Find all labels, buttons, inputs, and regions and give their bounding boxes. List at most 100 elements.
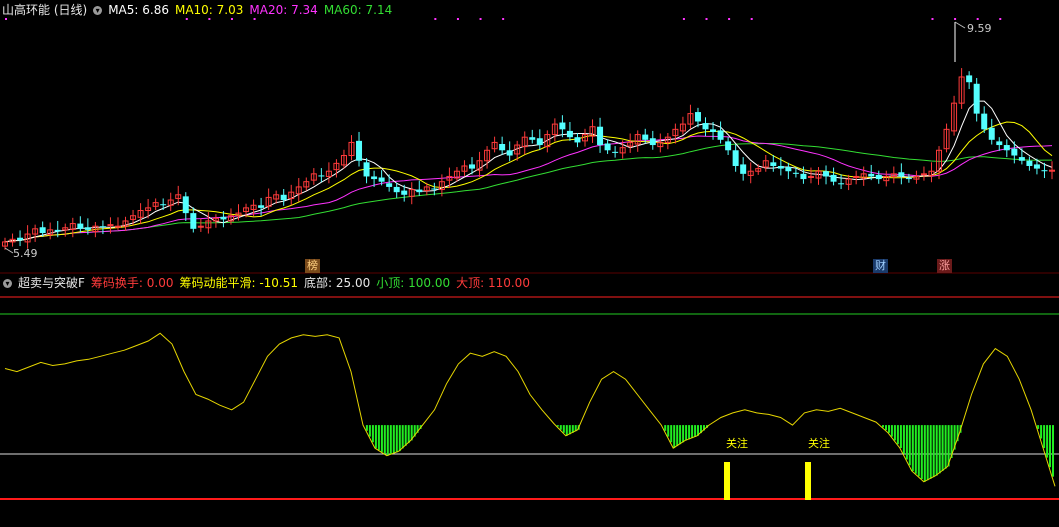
oversold-bar — [377, 425, 380, 450]
candle — [446, 167, 453, 188]
event-dot — [456, 18, 459, 20]
oversold-bar — [890, 425, 893, 437]
candle — [386, 174, 393, 192]
candle — [197, 218, 204, 232]
candle — [581, 128, 588, 147]
candle — [99, 220, 106, 235]
event-dot — [682, 18, 685, 20]
marker-list[interactable]: 榜 — [305, 259, 320, 273]
marker-finance[interactable]: 财 — [873, 259, 888, 273]
oversold-bar — [395, 425, 398, 453]
oversold-bar — [398, 425, 401, 452]
candle — [679, 116, 686, 135]
candle — [461, 160, 468, 176]
small-top-value: 小顶: 100.00 — [376, 276, 451, 290]
candle — [484, 146, 491, 169]
oversold-bar — [404, 425, 407, 446]
candle — [152, 198, 159, 210]
marker-rise[interactable]: 涨 — [937, 259, 952, 273]
candle — [145, 198, 152, 219]
momentum-line — [4, 332, 1056, 487]
oversold-bar — [574, 425, 577, 432]
oversold-bar — [1052, 425, 1054, 477]
candle — [672, 123, 679, 144]
chevron-down-icon[interactable]: ▾ — [93, 6, 103, 15]
bottom-level-value: 底部: 25.00 — [304, 276, 371, 290]
oversold-bar — [896, 425, 899, 445]
low-price-label: 5.49 — [13, 247, 38, 260]
candle — [32, 224, 39, 242]
candle — [1018, 148, 1025, 165]
candle — [167, 192, 174, 212]
oversold-bar — [917, 425, 920, 477]
candle — [371, 170, 378, 187]
oversold-bar — [944, 425, 947, 469]
oversold-bar — [914, 425, 917, 474]
stock-title: 山高环能 (日线) — [2, 3, 88, 17]
event-dot — [705, 18, 708, 20]
candle — [137, 203, 144, 225]
event-dots — [5, 18, 1002, 20]
candle — [536, 129, 543, 150]
ma5-value: MA5: 6.86 — [108, 3, 169, 17]
indicator-pane: 关注 关注 — [0, 296, 1059, 500]
oversold-bar — [956, 425, 959, 442]
oversold-bar — [380, 425, 383, 452]
oversold-bar — [905, 425, 908, 460]
candle — [551, 118, 558, 142]
oversold-bars — [365, 425, 1054, 482]
candle — [325, 162, 332, 184]
candle — [212, 214, 219, 228]
oversold-bar — [929, 425, 932, 479]
oversold-bar — [682, 425, 685, 443]
candle — [634, 130, 641, 152]
candle — [973, 78, 980, 122]
oversold-bar — [885, 425, 887, 431]
candle — [762, 154, 769, 172]
candle — [890, 166, 897, 184]
ma5-line — [4, 100, 1053, 243]
candle — [777, 157, 784, 176]
candle — [951, 95, 958, 136]
oversold-bar — [562, 425, 565, 433]
candle — [431, 182, 438, 196]
ma60-line — [4, 143, 1052, 243]
candle — [273, 190, 280, 204]
event-dot — [208, 18, 211, 20]
oversold-bar — [908, 425, 911, 466]
chip-momentum-value: 筹码动能平滑: -10.51 — [179, 276, 299, 290]
candle — [710, 122, 717, 140]
candle — [898, 163, 905, 185]
candle — [1041, 162, 1048, 179]
oversold-bar — [697, 425, 699, 436]
ma20-value: MA20: 7.34 — [249, 3, 318, 17]
oversold-bar — [941, 425, 944, 471]
candle — [17, 230, 24, 247]
candle — [280, 189, 287, 206]
oversold-bar — [664, 425, 667, 431]
oversold-bar — [673, 425, 676, 449]
oversold-bar — [413, 425, 416, 437]
candle — [717, 121, 724, 144]
event-dot — [230, 18, 233, 20]
candle — [740, 157, 747, 181]
candle — [725, 137, 732, 155]
candle — [47, 222, 54, 240]
candle — [491, 136, 498, 153]
candle — [243, 203, 250, 218]
candle — [205, 212, 212, 234]
event-dot — [185, 18, 188, 20]
candle — [694, 107, 701, 128]
event-dot — [479, 18, 482, 20]
oversold-bar — [703, 425, 705, 431]
candle — [966, 71, 973, 90]
candle — [416, 180, 423, 196]
oversold-bar — [1037, 425, 1040, 429]
candle — [340, 149, 347, 169]
candle — [54, 220, 61, 238]
chevron-down-icon[interactable]: ▾ — [3, 279, 12, 288]
candle — [597, 117, 604, 153]
low-price-annotation: 5.49 — [4, 247, 38, 260]
oversold-bar — [365, 425, 368, 431]
